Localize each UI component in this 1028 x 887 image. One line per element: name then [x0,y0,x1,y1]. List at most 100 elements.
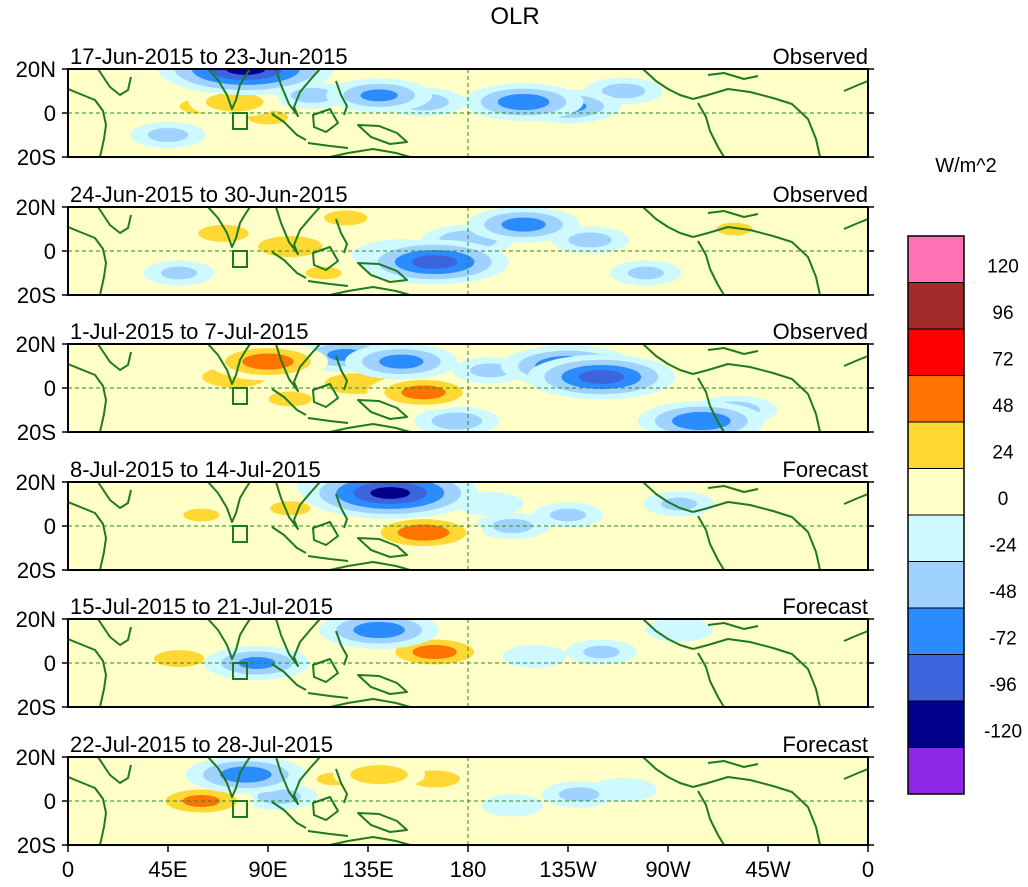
colorbar-level-label: 24 [992,443,1014,464]
anomaly-contour [242,353,294,370]
coast-africa [68,638,107,707]
anomaly-contour [731,758,782,778]
x-axis: 0 45E 90E 135E 180 135W 90W 45W 0 [62,845,874,882]
coast-borneo [312,521,339,546]
colorbar-level-label: 96 [992,303,1013,324]
coast-west-africa [843,493,868,505]
x-tick-label: 90W [645,857,690,882]
anomaly-contour [183,508,220,522]
coast-arabia [97,619,132,646]
map-panel: 20N 0 20S 24-Jun-2015 to 30-Jun-2015 Observe… [16,182,874,308]
coast-australia [329,561,411,570]
coast-sa-west [697,515,725,570]
panel-period: 24-Jun-2015 to 30-Jun-2015 [70,182,348,207]
coast-sumatra [271,388,307,416]
coast-australia [329,698,411,707]
coast-borneo [312,796,339,821]
y-tick-label: 20S [17,833,56,858]
colorbar-swatch [907,747,965,795]
panels: 20N 0 20S 17-Jun-2015 to 23-Jun-2015 Observe… [16,44,874,858]
coast-sa-west [697,102,725,157]
panel-period: 22-Jul-2015 to 28-Jul-2015 [70,732,333,757]
panel-status: Forecast [782,594,868,619]
coast-philippines [335,355,348,391]
coast-caribbean [707,210,759,218]
coast-south-america [692,776,821,845]
anomaly-contour [124,365,189,389]
coast-indochina [275,619,321,667]
anomaly-contour [379,354,424,369]
map-panel: 20N 0 20S 8-Jul-2015 to 14-Jul-2015 Forecast [16,457,874,583]
anomaly-field [68,757,868,845]
map-panel: 20N 0 20S 22-Jul-2015 to 28-Jul-2015 Forecas… [16,732,874,858]
coast-central-america [642,482,694,513]
map-panel: 20N 0 20S 15-Jul-2015 to 21-Jul-2015 Forecas… [16,594,874,720]
coast-arabia [97,69,132,96]
coast-africa [68,363,107,432]
anomaly-contour [401,385,446,400]
coast-south-america [692,363,821,432]
anomaly-field [68,619,868,707]
colorbar-swatch [907,235,965,283]
coast-central-america [642,207,694,238]
anomaly-contour [353,621,405,639]
coast-indochina [275,207,321,255]
coast-caribbean [707,72,759,80]
anomaly-contour [599,542,648,562]
coast-borneo [312,658,339,683]
coast-central-america [642,757,694,788]
coast-central-america [642,69,694,100]
y-tick-label: 20S [17,695,56,720]
anomaly-contour [754,538,805,558]
anomaly-contour [397,524,450,541]
coast-java [307,280,349,287]
region-box [232,112,248,130]
x-tick-label: 0 [862,857,874,882]
coast-borneo [312,246,339,271]
coast-arabia [97,482,132,509]
coast-india [207,207,251,248]
x-tick-label: 90E [248,857,287,882]
coast-new-guinea [357,262,408,283]
region-box [232,387,248,405]
coast-west-africa [843,218,868,230]
coast-sumatra [271,251,307,279]
anomaly-field [68,344,868,432]
panel-period: 15-Jul-2015 to 21-Jul-2015 [70,594,333,619]
anomaly-contour [370,487,411,499]
panel-period: 17-Jun-2015 to 23-Jun-2015 [70,44,348,69]
y-tick-label: 0 [44,789,56,814]
colorbar-level-label: 0 [998,489,1009,510]
anomaly-contour [411,255,458,269]
anomaly-contour [106,84,164,107]
y-tick-label: 0 [44,239,56,264]
anomaly-contour [153,650,205,668]
anomaly-contour [128,548,186,570]
y-tick-label: 0 [44,101,56,126]
colorbar-swatch [907,700,965,748]
x-tick-label: 180 [450,857,487,882]
y-tick-label: 20N [16,57,56,82]
coast-philippines [335,218,348,254]
anomaly-contour [711,114,759,134]
coast-philippines [335,80,348,116]
colorbar: W/m^2 120 96 72 48 24 0 -24 -48 -72 -96 -120 [907,155,1022,795]
coast-australia [329,836,411,845]
coast-java [307,142,349,149]
anomaly-contour [583,645,620,659]
anomaly-contour [481,794,544,817]
coast-caribbean [707,485,759,493]
region-box [232,662,248,680]
region-box [232,525,248,543]
coast-new-guinea [357,124,408,145]
coast-philippines [335,630,348,666]
coast-africa [68,226,107,295]
anomaly-field [68,207,868,295]
anomaly-contour [716,222,753,236]
panel-status: Forecast [782,457,868,482]
coast-java [307,555,349,562]
coast-west-africa [843,630,868,642]
coast-australia [329,423,411,432]
panel-period: 1-Jul-2015 to 7-Jul-2015 [70,319,308,344]
anomaly-contour [225,69,266,75]
